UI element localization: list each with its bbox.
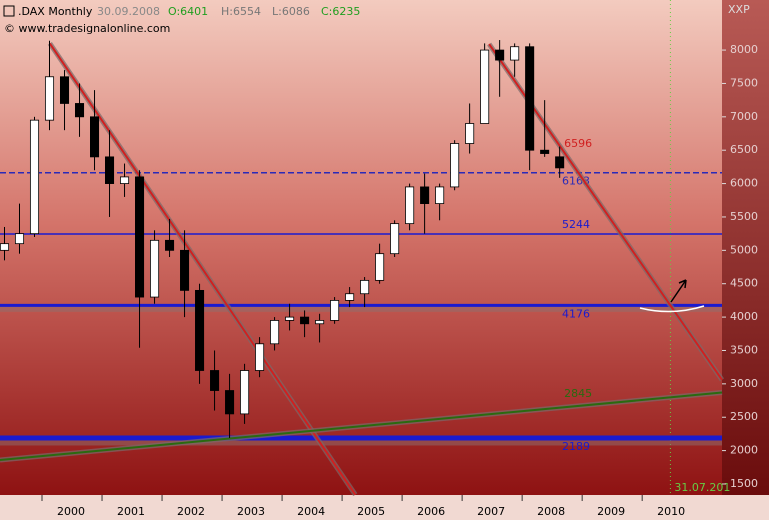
candle-body	[285, 316, 295, 321]
candle-body	[150, 239, 160, 298]
y-tick-label: 7500	[730, 76, 758, 89]
candle-body	[0, 243, 10, 251]
window-icon	[3, 5, 15, 17]
y-tick-label: 8000	[730, 43, 758, 56]
candle-body	[345, 293, 355, 301]
source: © www.tradesignalonline.com	[4, 22, 170, 35]
candle-body	[74, 103, 85, 118]
candle-body	[105, 156, 115, 184]
trendline	[48, 42, 357, 496]
annotation-arrow	[670, 279, 687, 303]
candle-body	[480, 49, 490, 124]
candle-body	[360, 279, 370, 295]
annotation-curve	[639, 305, 705, 313]
y-tick-label: 3000	[730, 377, 758, 390]
close: C:6235	[321, 5, 360, 18]
candle-body	[14, 233, 25, 245]
candle-body	[120, 176, 130, 184]
y-tick-label: 5500	[730, 210, 758, 223]
y-tick-label: 4500	[730, 277, 758, 290]
x-tick-label: 2004	[297, 505, 325, 518]
x-tick-label: 2009	[597, 505, 625, 518]
open: O:6401	[168, 5, 208, 18]
candle-body	[255, 343, 265, 371]
x-tick-label: 2008	[537, 505, 565, 518]
y-axis-area	[722, 0, 769, 495]
candle-body	[225, 390, 235, 415]
candle-body	[300, 316, 310, 325]
candle-body	[405, 186, 415, 225]
axis-label: XXP	[728, 3, 750, 16]
candle-body	[465, 123, 475, 144]
candle-body	[435, 186, 445, 205]
x-tick-label: 2002	[177, 505, 205, 518]
y-tick-label: 5000	[730, 243, 758, 256]
x-tick-label: 2005	[357, 505, 385, 518]
y-tick-label: 6500	[730, 143, 758, 156]
candle-body	[315, 320, 325, 325]
candle-body	[525, 46, 535, 151]
candle-body	[135, 176, 145, 298]
candle-body	[420, 186, 430, 205]
candle-body	[210, 370, 220, 391]
trendline	[0, 391, 723, 461]
y-tick-label: 6000	[730, 177, 758, 190]
candle-body	[270, 320, 280, 345]
level-shadow	[0, 303, 722, 312]
date: 30.09.2008	[97, 5, 160, 18]
y-tick-label: 2500	[730, 410, 758, 423]
x-tick-label: 2006	[417, 505, 445, 518]
trendline-label: 2845	[564, 387, 592, 400]
x-tick-label: 2000	[57, 505, 85, 518]
x-tick-label: 2007	[477, 505, 505, 518]
x-tick-label: 2003	[237, 505, 265, 518]
candle-body	[330, 300, 340, 321]
candle-body	[240, 370, 250, 415]
candle-body	[195, 289, 205, 371]
y-tick-label: 4000	[730, 310, 758, 323]
x-tick-label: 2001	[117, 505, 145, 518]
candle-body	[495, 49, 505, 61]
candle-body	[165, 239, 175, 251]
candle-body	[450, 143, 460, 188]
candle-body	[555, 156, 565, 169]
candle-body	[540, 149, 550, 154]
candle-body	[390, 223, 400, 255]
x-axis-area	[0, 495, 769, 520]
y-tick-label: 7000	[730, 110, 758, 123]
candle-body	[375, 253, 385, 281]
y-tick-label: 3500	[730, 343, 758, 356]
candle-body	[90, 116, 100, 158]
symbol: .DAX Monthly	[18, 5, 93, 18]
time-marker-label: 31.07.201	[674, 481, 730, 494]
candle-body	[59, 76, 70, 104]
y-tick-label: 2000	[730, 444, 758, 457]
level-label: 5244	[562, 218, 590, 231]
y-tick-label: 1500	[730, 477, 758, 490]
candle-body	[180, 249, 190, 291]
plot-area	[0, 0, 722, 495]
x-tick-label: 2010	[657, 505, 685, 518]
level-label: 4176	[562, 307, 590, 320]
trendline-label: 6596	[564, 137, 592, 150]
candle-body	[44, 76, 55, 121]
candle-body	[29, 119, 40, 235]
high: H:6554	[221, 5, 261, 18]
low: L:6086	[272, 5, 310, 18]
candle-body	[510, 46, 520, 61]
level-label: 2189	[562, 440, 590, 453]
